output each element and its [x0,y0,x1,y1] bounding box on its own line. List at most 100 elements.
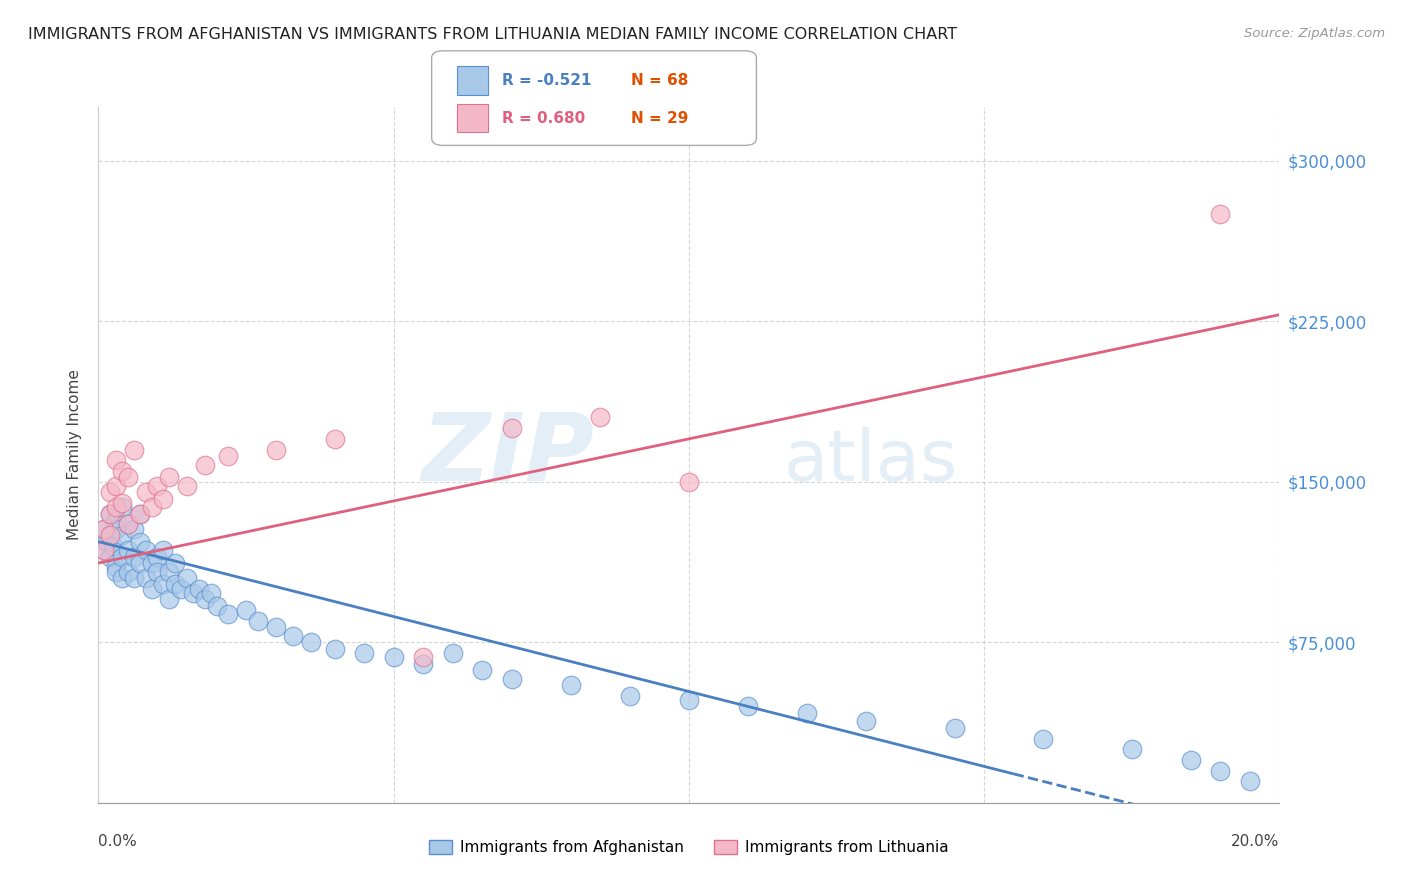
Point [200,586,222,600]
Point [1180,753,1202,767]
Point [105,565,128,579]
Point [111,528,134,542]
Point [205,599,228,613]
Text: Source: ZipAtlas.com: Source: ZipAtlas.com [1244,27,1385,40]
Point [135,543,157,558]
Point [323,432,346,446]
Point [117,565,139,579]
Point [1032,731,1054,746]
Point [105,453,128,467]
Point [122,549,145,564]
Point [235,603,257,617]
Point [105,500,128,515]
Point [217,449,239,463]
Point [382,650,405,665]
Point [117,543,139,558]
Text: R = 0.680: R = 0.680 [502,111,585,126]
Point [122,522,145,536]
Point [560,678,582,692]
Point [501,672,523,686]
Text: N = 68: N = 68 [631,73,689,88]
Point [1239,774,1261,789]
Point [98,507,121,521]
Text: R = -0.521: R = -0.521 [502,73,592,88]
Point [105,560,128,574]
Point [181,586,204,600]
Point [98,507,121,521]
Point [96,534,118,549]
Point [1209,764,1232,778]
Point [128,507,150,521]
Point [157,565,180,579]
Point [855,714,877,729]
Point [796,706,818,720]
Point [299,635,322,649]
Point [194,592,217,607]
Point [103,539,125,553]
Point [111,464,134,478]
Point [98,549,121,564]
Point [128,534,150,549]
Point [98,485,121,500]
Point [141,500,163,515]
Point [678,475,700,489]
Point [152,491,174,506]
Point [93,522,115,536]
Text: ZIP: ZIP [422,409,595,501]
Point [122,442,145,457]
Point [157,592,180,607]
Point [217,607,239,622]
Point [135,571,157,585]
Point [323,641,346,656]
Point [194,458,217,472]
Point [264,442,287,457]
Point [135,485,157,500]
Point [93,522,115,536]
Point [146,565,169,579]
Point [412,650,434,665]
Point [117,470,139,484]
Point [98,528,121,542]
Point [678,693,700,707]
Text: N = 29: N = 29 [631,111,689,126]
Point [111,496,134,510]
Point [264,620,287,634]
Point [111,571,134,585]
Point [152,577,174,591]
Point [412,657,434,671]
Point [176,571,198,585]
Point [1209,207,1232,221]
Point [165,556,187,570]
Point [170,582,193,596]
Point [117,517,139,532]
Point [105,513,128,527]
Point [353,646,375,660]
Point [157,470,180,484]
Point [1121,742,1143,756]
Text: atlas: atlas [783,427,957,496]
Point [93,543,115,558]
Text: 0.0%: 0.0% [98,834,138,849]
Point [619,689,641,703]
Point [441,646,464,660]
Point [152,543,174,558]
Point [501,421,523,435]
Point [165,577,187,591]
Point [128,507,150,521]
Y-axis label: Median Family Income: Median Family Income [67,369,83,541]
Point [176,479,198,493]
Point [98,528,121,542]
Point [146,549,169,564]
Point [187,582,209,596]
Text: 20.0%: 20.0% [1232,834,1279,849]
Text: IMMIGRANTS FROM AFGHANISTAN VS IMMIGRANTS FROM LITHUANIA MEDIAN FAMILY INCOME CO: IMMIGRANTS FROM AFGHANISTAN VS IMMIGRANT… [28,27,957,42]
Legend: Immigrants from Afghanistan, Immigrants from Lithuania: Immigrants from Afghanistan, Immigrants … [423,834,955,862]
Point [105,479,128,493]
Point [117,517,139,532]
Point [471,663,494,677]
Point [111,549,134,564]
Point [141,582,163,596]
Point [283,629,305,643]
Point [111,500,134,515]
Point [141,556,163,570]
